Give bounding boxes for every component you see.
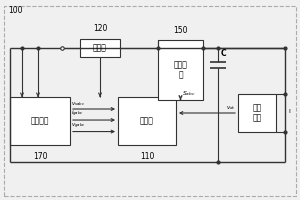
Text: 滤波器: 滤波器 [93,44,107,52]
Text: 变流单
元: 变流单 元 [174,60,188,80]
Bar [10,97,70,145]
Text: $v_{gabc}$: $v_{gabc}$ [71,121,85,131]
Bar [158,40,203,100]
Text: 直流
采样: 直流 采样 [252,103,262,123]
Text: $i_{gabc}$: $i_{gabc}$ [71,109,84,119]
Text: I: I [288,109,290,114]
Text: 交流采样: 交流采样 [31,116,49,126]
Bar [238,94,276,132]
Text: 120: 120 [93,24,107,33]
Text: 110: 110 [140,152,154,161]
Bar [80,39,120,57]
Text: C: C [221,49,226,58]
Text: $v_{dc}$: $v_{dc}$ [226,104,236,112]
Bar [118,97,176,145]
Text: 控制器: 控制器 [140,116,154,126]
Text: $S_{abc}$: $S_{abc}$ [182,89,196,98]
Text: 100: 100 [8,6,22,15]
Text: 150: 150 [173,26,188,35]
Text: $v_{sabc}$: $v_{sabc}$ [71,100,85,108]
Text: 170: 170 [33,152,47,161]
